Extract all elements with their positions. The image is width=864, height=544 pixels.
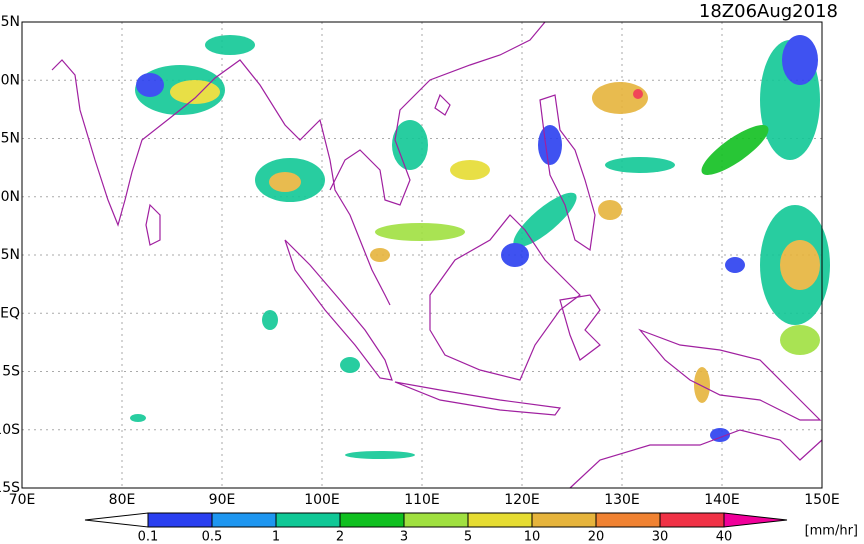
lat-label: 15S [0, 480, 20, 496]
lon-label: 110E [404, 492, 440, 508]
lat-label: 10S [0, 422, 20, 438]
lat-label: 20N [0, 72, 20, 88]
axis-labels: 25N 20N 15N 10N 5N EQ 5S 10S 15S70E 80E 90E 100E 110… [0, 14, 840, 508]
coastline [394, 381, 562, 416]
coastline [429, 214, 581, 381]
map-frame [21, 21, 823, 489]
colorbar-box [211, 512, 277, 528]
coastline [51, 59, 391, 306]
coastlines [51, 21, 823, 489]
rain-area [633, 89, 643, 99]
coastline [145, 203, 161, 246]
rain-area [780, 325, 820, 355]
colorbar-box [531, 512, 597, 528]
lat-label: EQ [0, 305, 20, 321]
lat-label: 5N [1, 247, 20, 263]
coastline [539, 94, 596, 252]
rain-area [780, 240, 820, 290]
lon-label: 120E [504, 492, 540, 508]
lat-label: 15N [0, 131, 20, 147]
rain-area [450, 160, 490, 180]
coastline [434, 93, 451, 116]
rain-area [136, 73, 164, 97]
colorbar-box [147, 512, 213, 528]
rain-area [269, 172, 301, 192]
rain-area [694, 367, 710, 403]
map-title: 18Z06Aug2018 [699, 1, 838, 22]
lon-label: 80E [109, 492, 136, 508]
rain-area [340, 357, 360, 373]
colorbar-box [595, 512, 661, 528]
colorbar-tick-label: 3 [400, 530, 408, 544]
lon-label: 150E [804, 492, 840, 508]
rain-area [170, 80, 220, 104]
colorbar: 0.1 0.5 1 2 3 5 10 20 30 40 [mm/hr] [84, 512, 858, 544]
rain-area [370, 248, 390, 262]
colorbar-tick-label: 30 [652, 530, 669, 544]
colorbar-tick-label: 1 [272, 530, 280, 544]
rain-area [538, 125, 562, 165]
colorbar-high-triangle [723, 512, 788, 528]
lon-label: 90E [209, 492, 236, 508]
lon-label: 130E [604, 492, 640, 508]
colorbar-box [659, 512, 725, 528]
rain-area [605, 157, 675, 173]
coastline [559, 294, 601, 361]
colorbar-box [467, 512, 533, 528]
colorbar-unit: [mm/hr] [805, 524, 858, 539]
coastline [284, 239, 393, 381]
rain-area [345, 451, 415, 459]
colorbar-tick-label: 40 [716, 530, 733, 544]
rain-area [710, 428, 730, 442]
colorbar-tick-label: 2 [336, 530, 344, 544]
lat-label: 10N [0, 189, 20, 205]
rain-area [782, 35, 818, 85]
rain-area [598, 200, 622, 220]
rain-area [375, 223, 465, 241]
lat-label: 25N [0, 14, 20, 30]
rain-area [130, 414, 146, 422]
coastline [638, 328, 822, 421]
colorbar-tick-label: 10 [524, 530, 541, 544]
lon-label: 70E [9, 492, 36, 508]
rain-area [592, 82, 648, 114]
rain-area [701, 125, 769, 175]
lon-label: 140E [704, 492, 740, 508]
rain-area [205, 35, 255, 55]
colorbar-box [275, 512, 341, 528]
colorbar-box [403, 512, 469, 528]
rain-area [513, 192, 577, 248]
colorbar-box [339, 512, 405, 528]
rain-area [262, 310, 278, 330]
colorbar-tick-label: 20 [588, 530, 605, 544]
coastline [569, 429, 823, 489]
colorbar-tick-label: 0.5 [202, 530, 223, 544]
coastline [329, 21, 546, 206]
rain-area [725, 257, 745, 273]
colorbar-tick-label: 5 [464, 530, 472, 544]
colorbar-tick-label: 0.1 [138, 530, 159, 544]
lat-label: 5S [2, 364, 20, 380]
rain-areas [130, 35, 830, 459]
rain-area [501, 243, 529, 267]
lon-label: 100E [304, 492, 340, 508]
